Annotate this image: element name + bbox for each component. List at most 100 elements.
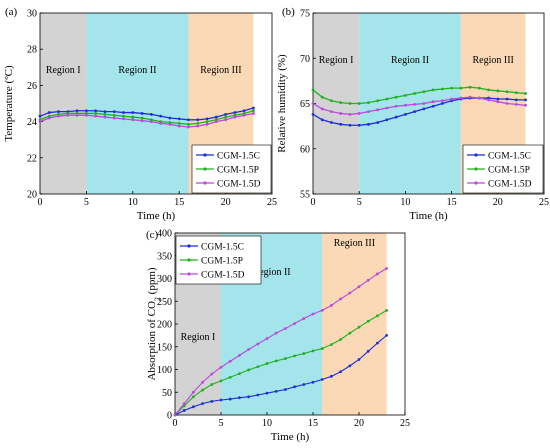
data-point <box>293 385 296 389</box>
data-point <box>182 402 186 406</box>
data-point <box>330 99 333 103</box>
data-point <box>242 113 246 117</box>
data-point <box>224 118 228 122</box>
region-label: Region II <box>253 267 291 278</box>
data-point <box>330 121 333 124</box>
data-point <box>149 112 153 116</box>
data-point <box>367 122 370 126</box>
data-point <box>140 116 144 120</box>
data-point <box>112 113 116 117</box>
data-point <box>366 278 370 282</box>
data-point <box>168 122 172 126</box>
data-point <box>201 380 205 384</box>
data-point <box>320 347 324 350</box>
chart-panel-1: Region I Region II Region III 0 5 10 15 20 25 55 6… <box>276 6 549 222</box>
data-point <box>224 112 228 116</box>
x-tick-label: 10 <box>128 197 138 208</box>
data-point <box>284 357 287 360</box>
data-point <box>311 102 315 105</box>
region-label: Region III <box>200 65 241 76</box>
y-tick-label: 28 <box>27 45 37 56</box>
legend-swatch-marker <box>203 167 207 171</box>
data-point <box>57 114 60 118</box>
data-point <box>219 398 223 402</box>
data-point <box>66 113 70 117</box>
legend-swatch-marker <box>187 258 191 262</box>
data-point <box>196 124 200 128</box>
data-point <box>413 110 417 114</box>
data-point <box>57 110 60 114</box>
data-point <box>459 86 463 90</box>
data-point <box>252 112 255 115</box>
data-point <box>339 101 343 104</box>
y-axis-label-main: Absorption of CO <box>146 301 158 381</box>
data-point <box>311 88 315 92</box>
series-line-1 <box>39 110 254 125</box>
data-point <box>514 98 518 102</box>
data-point <box>219 379 223 383</box>
x-tick-label: 15 <box>447 197 457 208</box>
data-point <box>330 303 333 307</box>
data-point <box>394 95 398 99</box>
data-point <box>376 121 380 124</box>
panel-label: (c) <box>146 229 159 241</box>
x-tick-label: 10 <box>400 197 410 208</box>
region-label: Region I <box>46 65 81 76</box>
data-point <box>376 314 379 318</box>
data-point <box>440 99 444 103</box>
data-point <box>311 349 315 353</box>
data-point <box>339 370 342 374</box>
data-point <box>404 93 407 97</box>
data-point <box>348 331 352 335</box>
y-tick-label: 200 <box>157 320 172 331</box>
data-point <box>385 97 389 101</box>
data-point <box>187 118 190 122</box>
data-point <box>487 98 490 102</box>
data-point <box>196 122 200 125</box>
data-point <box>182 409 186 412</box>
legend-label: CGM-1.5P <box>488 166 530 176</box>
data-point <box>122 117 125 121</box>
data-point <box>233 111 237 114</box>
data-point <box>205 122 209 126</box>
data-point <box>413 103 417 106</box>
data-point <box>339 297 342 301</box>
data-point <box>94 112 98 115</box>
data-point <box>422 102 426 105</box>
data-point <box>514 103 518 106</box>
data-point <box>201 388 205 392</box>
data-point <box>242 109 246 113</box>
data-point <box>440 87 444 91</box>
data-point <box>140 119 144 123</box>
data-point <box>348 112 352 116</box>
legend-label: CGM-1.5D <box>217 180 261 190</box>
data-point <box>256 342 260 346</box>
legend-label: CGM-1.5C <box>217 152 260 162</box>
x-tick-label: 25 <box>400 418 410 429</box>
y-tick-label: 75 <box>300 9 310 20</box>
data-point <box>357 325 361 329</box>
data-point <box>330 110 333 114</box>
data-point <box>320 308 324 312</box>
data-point <box>311 312 315 316</box>
y-axis-label: Relative humidity (%) <box>276 54 288 153</box>
series-line-1 <box>174 309 387 416</box>
data-point <box>376 108 380 112</box>
data-point <box>75 113 79 117</box>
series-line-0 <box>39 107 254 121</box>
data-point <box>440 102 444 105</box>
data-point <box>238 353 241 357</box>
region-label: Region I <box>181 332 216 343</box>
y-tick-label: 26 <box>27 81 37 92</box>
data-point <box>168 116 172 120</box>
region-band <box>40 13 87 194</box>
data-point <box>367 110 370 114</box>
y-tick-label: 0 <box>167 411 172 422</box>
legend-swatch-marker <box>474 181 478 185</box>
x-tick-label: 15 <box>174 197 184 208</box>
series-line-0 <box>312 97 526 126</box>
x-tick-label: 0 <box>173 418 178 429</box>
data-point <box>348 102 352 105</box>
